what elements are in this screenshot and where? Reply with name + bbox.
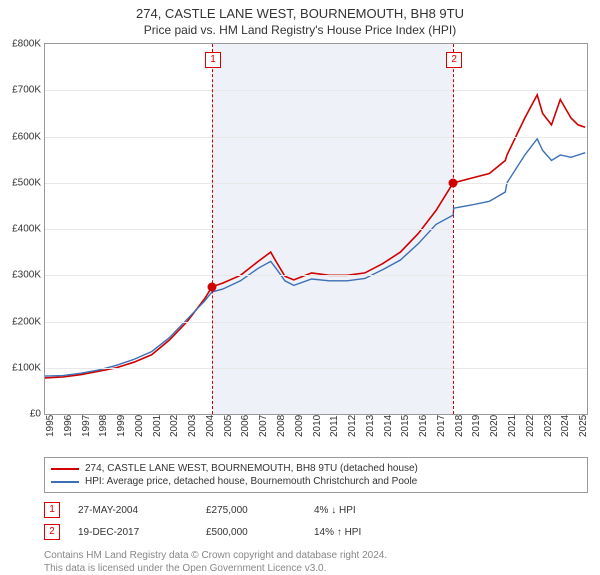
legend-label: 274, CASTLE LANE WEST, BOURNEMOUTH, BH8 … [85, 463, 418, 474]
grid-line [45, 368, 587, 369]
x-tick-label: 2004 [205, 415, 216, 437]
page-subtitle: Price paid vs. HM Land Registry's House … [0, 21, 600, 43]
y-tick-label: £0 [1, 409, 41, 420]
x-tick-label: 2002 [169, 415, 180, 437]
x-tick-label: 2014 [383, 415, 394, 437]
x-tick-label: 1995 [45, 415, 56, 437]
x-tick-label: 2019 [471, 415, 482, 437]
x-tick-label: 2018 [454, 415, 465, 437]
legend-swatch [51, 468, 79, 470]
chart-legend: 274, CASTLE LANE WEST, BOURNEMOUTH, BH8 … [44, 457, 588, 493]
footer-attribution: Contains HM Land Registry data © Crown c… [44, 549, 588, 575]
x-tick-label: 2011 [329, 415, 340, 437]
x-tick-label: 1998 [98, 415, 109, 437]
x-tick-label: 2020 [489, 415, 500, 437]
x-tick-label: 2006 [240, 415, 251, 437]
y-tick-label: £800K [1, 39, 41, 50]
x-tick-label: 2007 [258, 415, 269, 437]
x-tick-label: 1997 [81, 415, 92, 437]
transaction-delta: 14% ↑ HPI [314, 527, 361, 538]
grid-line [45, 183, 587, 184]
marker-vline [212, 44, 213, 414]
x-tick-label: 2013 [365, 415, 376, 437]
x-tick-label: 2025 [578, 415, 589, 437]
x-tick-label: 2005 [223, 415, 234, 437]
y-tick-label: £600K [1, 131, 41, 142]
transaction-date: 27-MAY-2004 [78, 505, 188, 516]
marker-dot [208, 282, 217, 291]
transaction-table: 1 27-MAY-2004 £275,000 4% ↓ HPI 2 19-DEC-2017… [44, 499, 588, 543]
x-tick-label: 2021 [507, 415, 518, 437]
legend-item: 274, CASTLE LANE WEST, BOURNEMOUTH, BH8 … [51, 462, 581, 475]
transaction-date: 19-DEC-2017 [78, 527, 188, 538]
x-tick-label: 2003 [187, 415, 198, 437]
transaction-row: 2 19-DEC-2017 £500,000 14% ↑ HPI [44, 521, 588, 543]
grid-line [45, 229, 587, 230]
y-tick-label: £100K [1, 362, 41, 373]
y-tick-label: £200K [1, 316, 41, 327]
x-tick-label: 2023 [543, 415, 554, 437]
legend-item: HPI: Average price, detached house, Bour… [51, 475, 581, 488]
legend-label: HPI: Average price, detached house, Bour… [85, 476, 417, 487]
y-tick-label: £400K [1, 224, 41, 235]
footer-line-1: Contains HM Land Registry data © Crown c… [44, 549, 588, 562]
grid-line [45, 275, 587, 276]
transaction-price: £275,000 [206, 505, 296, 516]
x-tick-label: 2012 [347, 415, 358, 437]
y-tick-label: £700K [1, 85, 41, 96]
y-tick-label: £500K [1, 177, 41, 188]
x-tick-label: 1996 [63, 415, 74, 437]
x-tick-label: 1999 [116, 415, 127, 437]
x-tick-label: 2022 [525, 415, 536, 437]
transaction-row: 1 27-MAY-2004 £275,000 4% ↓ HPI [44, 499, 588, 521]
x-tick-label: 2001 [152, 415, 163, 437]
x-tick-label: 2016 [418, 415, 429, 437]
x-tick-label: 2009 [294, 415, 305, 437]
footer-line-2: This data is licensed under the Open Gov… [44, 562, 588, 575]
page-title: 274, CASTLE LANE WEST, BOURNEMOUTH, BH8 … [0, 0, 600, 21]
grid-line [45, 322, 587, 323]
marker-vline [453, 44, 454, 414]
x-tick-label: 2000 [134, 415, 145, 437]
grid-line [45, 137, 587, 138]
legend-swatch [51, 481, 79, 483]
marker-label-box: 1 [205, 52, 221, 68]
marker-label-box: 2 [446, 52, 462, 68]
transaction-id-box: 1 [44, 502, 60, 518]
x-tick-label: 2008 [276, 415, 287, 437]
series-line-1 [45, 139, 585, 376]
x-tick-label: 2017 [436, 415, 447, 437]
transaction-price: £500,000 [206, 527, 296, 538]
transaction-delta: 4% ↓ HPI [314, 505, 356, 516]
marker-dot [449, 178, 458, 187]
x-tick-label: 2024 [560, 415, 571, 437]
x-tick-label: 2010 [312, 415, 323, 437]
price-chart: £0£100K£200K£300K£400K£500K£600K£700K£80… [44, 43, 588, 415]
grid-line [45, 90, 587, 91]
y-tick-label: £300K [1, 270, 41, 281]
transaction-id-box: 2 [44, 524, 60, 540]
x-tick-label: 2015 [400, 415, 411, 437]
